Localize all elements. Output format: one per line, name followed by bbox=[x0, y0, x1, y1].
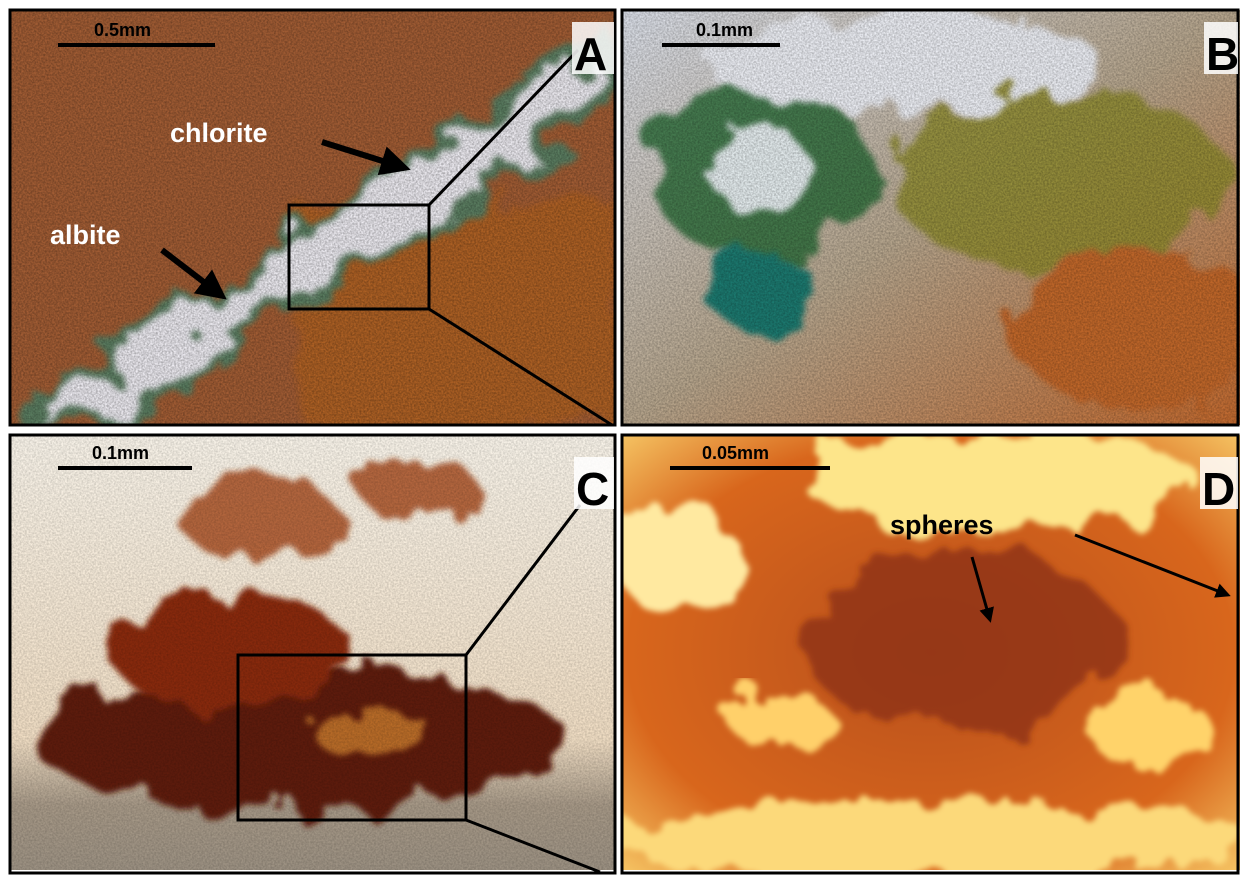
panel-letter: A bbox=[574, 28, 607, 80]
annotation: albite bbox=[50, 220, 121, 250]
panel-letter: D bbox=[1202, 463, 1235, 515]
panel-a bbox=[10, 10, 615, 425]
scale-label: 0.5mm bbox=[94, 20, 151, 40]
panel-b bbox=[622, 10, 1240, 425]
scale-label: 0.1mm bbox=[696, 20, 753, 40]
panel-letter: C bbox=[576, 463, 609, 515]
panel-c bbox=[10, 435, 615, 870]
panel-letter: B bbox=[1206, 28, 1239, 80]
scale-label: 0.05mm bbox=[702, 443, 769, 463]
panel-d bbox=[610, 430, 1240, 875]
scale-label: 0.1mm bbox=[92, 443, 149, 463]
annotation: chlorite bbox=[170, 118, 268, 148]
annotation: spheres bbox=[890, 510, 994, 540]
figure: 0.5mm 0.1mm 0.1mm 0.05mm A B C D chlorit… bbox=[0, 0, 1240, 875]
